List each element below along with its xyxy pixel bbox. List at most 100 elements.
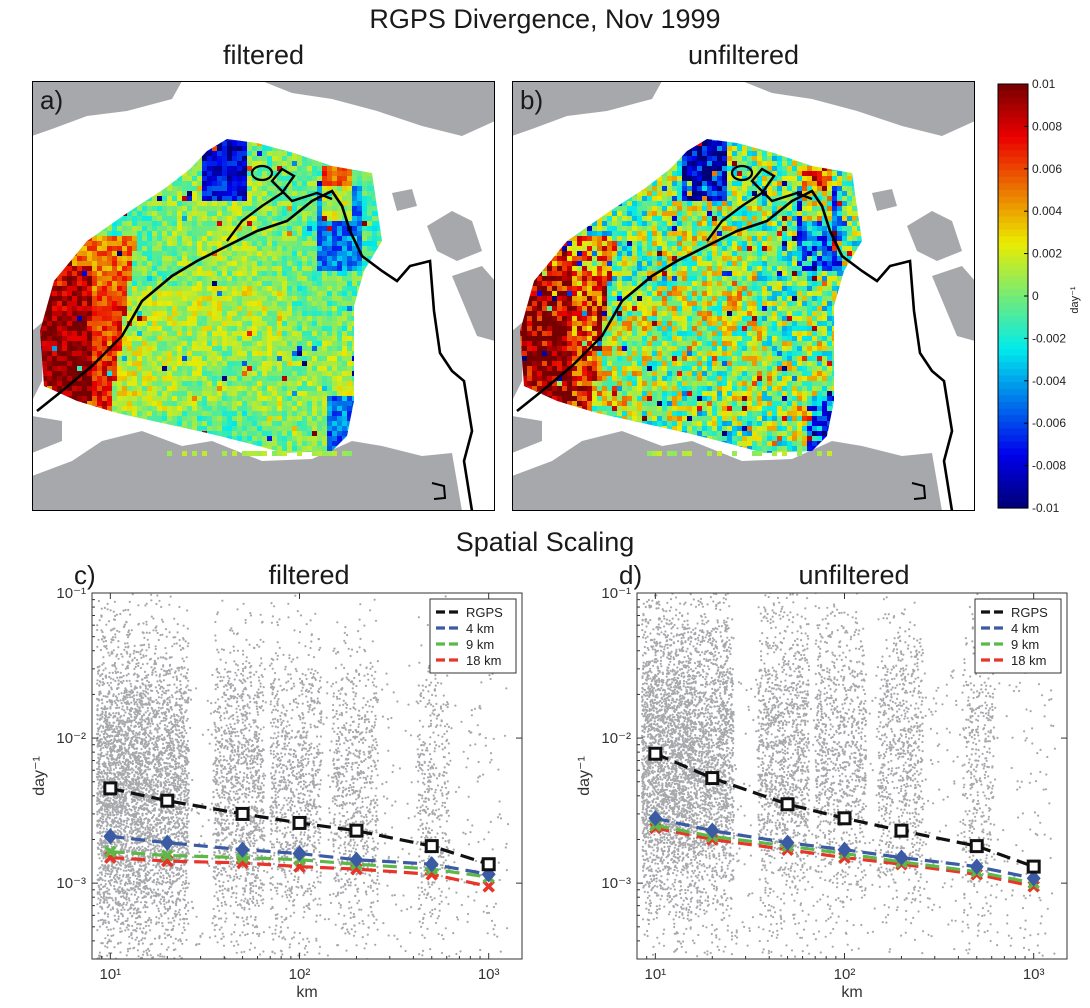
map-a-field-cell — [332, 341, 337, 346]
map-a-field-cell — [247, 336, 252, 341]
map-a-field-cell — [307, 381, 312, 386]
map-a-field-cell — [332, 361, 337, 366]
map-a-field-cell — [347, 196, 352, 201]
map-a-field-cell — [67, 286, 72, 291]
map-a-field-cell — [62, 316, 67, 321]
map-a-field-cell — [267, 201, 272, 206]
map-a-field-cell — [227, 226, 232, 231]
map-a-field-cell — [317, 431, 322, 436]
map-a-field-cell — [207, 346, 212, 351]
map-a-field-cell — [307, 196, 312, 201]
map-a-field-cell — [182, 296, 187, 301]
map-a-field-cell — [192, 426, 197, 431]
map-a-field-cell — [237, 431, 242, 436]
map-a-field-cell — [267, 426, 272, 431]
map-a-field-cell — [372, 226, 377, 231]
map-a-field-cell — [317, 316, 322, 321]
map-a-field-cell — [187, 366, 192, 371]
map-a-field-cell — [177, 271, 182, 276]
map-a-field-cell — [327, 321, 332, 326]
map-a-field-cell — [297, 161, 302, 166]
map-a-field-cell — [177, 386, 182, 391]
map-a-field-cell — [182, 276, 187, 281]
map-a-land-mass — [32, 81, 182, 136]
map-a-field-cell — [337, 236, 342, 241]
map-a-field-cell — [322, 281, 327, 286]
map-a-field-cell — [187, 396, 192, 401]
map-a-field-cell — [252, 171, 257, 176]
map-a-field-cell — [157, 376, 162, 381]
map-a-field-cell — [207, 216, 212, 221]
map-a-field-cell — [92, 241, 97, 246]
map-a-field-cell — [197, 226, 202, 231]
map-a-field-cell — [152, 236, 157, 241]
map-a-field-cell — [72, 276, 77, 281]
map-a-field-cell — [252, 191, 257, 196]
map-a-field-cell — [127, 286, 132, 291]
map-a-field-cell — [162, 221, 167, 226]
map-a-field-cell — [292, 366, 297, 371]
map-a-field-cell — [217, 231, 222, 236]
map-a-field-cell — [167, 261, 172, 266]
map-a-field-cell — [347, 271, 352, 276]
map-a-field-cell — [272, 271, 277, 276]
map-a-field-cell — [297, 331, 302, 336]
map-a-field-cell — [142, 341, 147, 346]
map-a-field-cell — [217, 291, 222, 296]
map-a-field-cell — [222, 401, 227, 406]
map-a-field-cell — [202, 401, 207, 406]
map-a-field-cell — [262, 311, 267, 316]
map-a-field-cell — [272, 406, 277, 411]
map-a-field-cell — [247, 341, 252, 346]
map-a-field-cell — [192, 176, 197, 181]
map-a-field-cell — [227, 431, 232, 436]
map-a-field-cell — [177, 211, 182, 216]
map-a-field-cell — [357, 176, 362, 181]
map-a-field-cell — [312, 386, 317, 391]
map-a-field-cell — [92, 376, 97, 381]
map-a-field-cell — [287, 331, 292, 336]
map-a-field-cell — [342, 236, 347, 241]
map-a-field-cell — [222, 266, 227, 271]
map-a-field-cell — [232, 376, 237, 381]
map-a-field-cell — [367, 226, 372, 231]
map-a-field-cell — [297, 176, 302, 181]
map-a-field-cell — [297, 351, 302, 356]
map-a-field-cell — [67, 296, 72, 301]
map-b-field-cell — [692, 151, 697, 156]
map-a-field-cell — [82, 261, 87, 266]
map-a-field-cell — [232, 266, 237, 271]
map-a-field-cell — [222, 151, 227, 156]
map-a-field-cell — [312, 251, 317, 256]
map-a-field-cell — [237, 401, 242, 406]
map-a-field-cell — [282, 236, 287, 241]
map-a-field-cell — [202, 301, 207, 306]
map-a-field-cell — [237, 146, 242, 151]
map-a-field-cell — [247, 351, 252, 356]
map-a-field-cell — [247, 196, 252, 201]
map-a-field-cell — [277, 371, 282, 376]
map-a-field-cell — [247, 266, 252, 271]
map-b-field-cell — [772, 151, 777, 156]
map-a-field-cell — [247, 161, 252, 166]
map-a-field-cell — [157, 411, 162, 416]
map-a-field-cell — [72, 351, 77, 356]
map-a-field-cell — [247, 421, 252, 426]
map-b-field-cell — [712, 161, 717, 166]
map-a-field-cell — [102, 241, 107, 246]
map-a-field-cell — [192, 371, 197, 376]
map-a-field-cell — [237, 266, 242, 271]
map-a-field-cell — [347, 201, 352, 206]
map-a-field-cell — [257, 246, 262, 251]
map-a-field-cell — [132, 216, 137, 221]
map-a-field-cell — [297, 291, 302, 296]
map-a-field-cell — [277, 336, 282, 341]
map-a-field-cell — [167, 256, 172, 261]
map-a-field-cell — [97, 311, 102, 316]
map-a-field-cell — [142, 201, 147, 206]
map-a-field-cell — [212, 181, 217, 186]
map-a-field-cell — [262, 431, 267, 436]
map-b-field-cell — [767, 151, 772, 156]
map-a-field-cell — [117, 291, 122, 296]
map-a-field-cell — [297, 296, 302, 301]
